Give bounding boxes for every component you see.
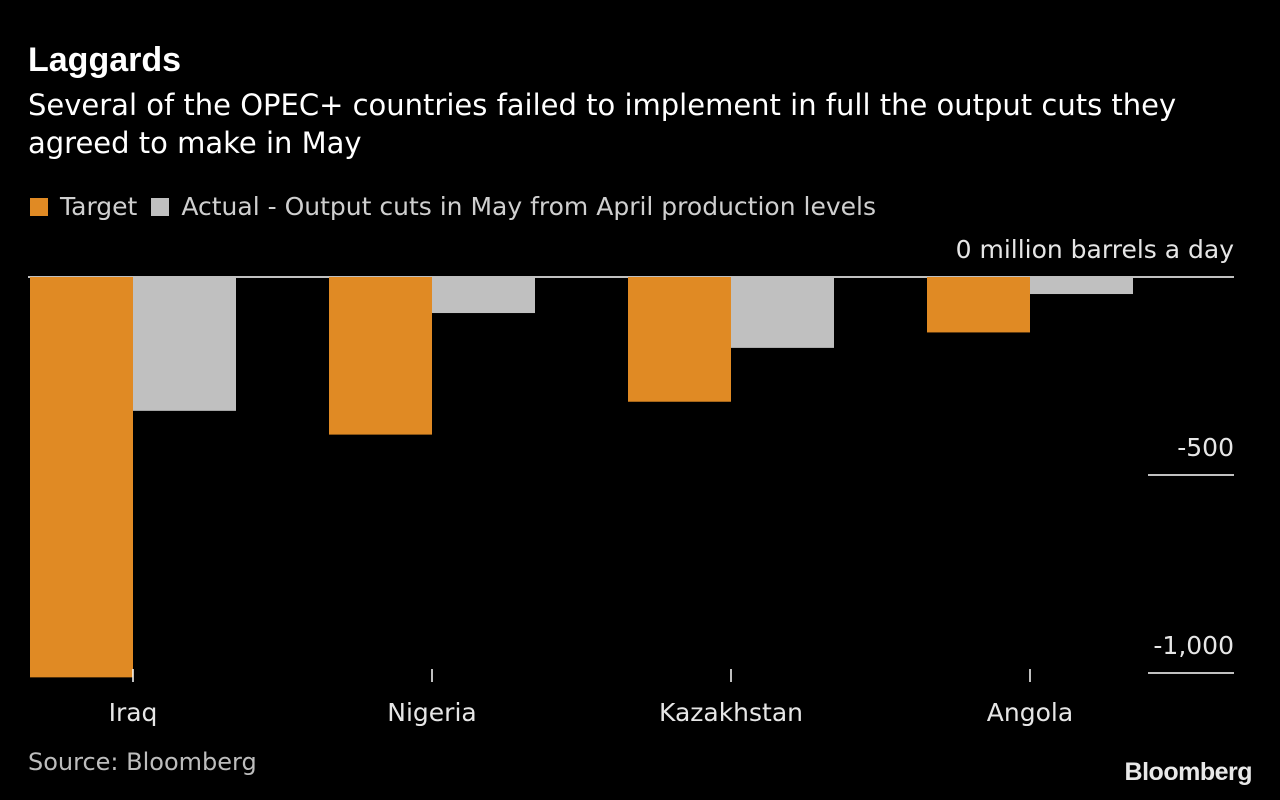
bar-target-nigeria bbox=[329, 277, 432, 435]
y-tick-label-0: 0 million barrels a day bbox=[956, 235, 1235, 264]
chart-legend: Target Actual - Output cuts in May from … bbox=[30, 190, 890, 224]
x-tick-label-angola: Angola bbox=[987, 698, 1073, 727]
bar-target-iraq bbox=[30, 277, 133, 678]
legend-swatch-actual bbox=[151, 198, 170, 216]
bar-chart: Iraq Nigeria Kazakhstan Angola 0 million bar… bbox=[28, 235, 1235, 727]
chart-subtitle: Several of the OPEC+ countries failed to… bbox=[28, 88, 1177, 160]
x-tick-label-nigeria: Nigeria bbox=[387, 698, 476, 727]
bar-target-kazakhstan bbox=[628, 277, 731, 402]
bloomberg-logo: Bloomberg bbox=[1124, 758, 1253, 786]
legend-label-actual: Actual - Output cuts in May from April p… bbox=[181, 192, 876, 221]
chart-title: Laggards bbox=[28, 41, 182, 79]
x-tick-label-iraq: Iraq bbox=[109, 698, 158, 727]
bar-actual-kazakhstan bbox=[731, 277, 834, 348]
bar-actual-angola bbox=[1030, 277, 1133, 295]
bar-target-angola bbox=[927, 277, 1030, 333]
legend-swatch-target bbox=[30, 198, 48, 216]
bar-actual-iraq bbox=[133, 277, 236, 411]
y-tick-label-neg1000: -1,000 bbox=[1153, 631, 1234, 660]
y-tick-label-neg500: -500 bbox=[1177, 433, 1234, 462]
x-tick-label-kazakhstan: Kazakhstan bbox=[659, 698, 803, 727]
bar-actual-nigeria bbox=[432, 277, 535, 314]
legend-item-target: Target bbox=[30, 190, 137, 224]
legend-label-target: Target bbox=[60, 192, 138, 221]
source-note: Source: Bloomberg bbox=[28, 748, 257, 776]
legend-item-actual: Actual - Output cuts in May from April p… bbox=[151, 190, 876, 224]
